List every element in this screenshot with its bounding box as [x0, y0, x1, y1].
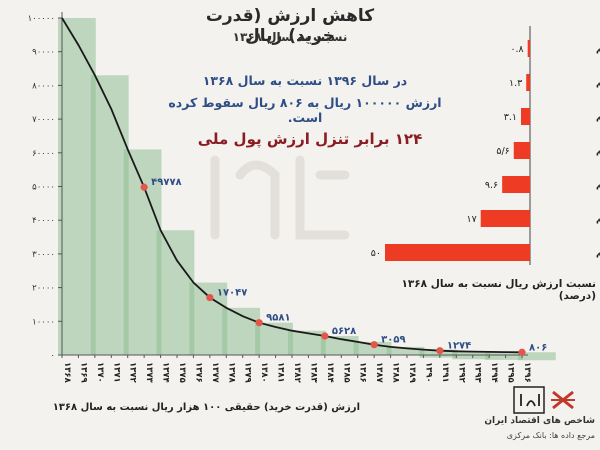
x-tick-label: ۱۳۷۵ [177, 362, 187, 383]
x-tick-label: ۱۳۷۱ [111, 362, 121, 383]
bar-value-label: ۵۰ [371, 248, 381, 259]
bar-category-label: دولت یازدهم [596, 45, 600, 55]
data-point [140, 183, 148, 191]
y-tick-label: ۰ [50, 351, 55, 361]
data-point [518, 348, 526, 356]
bar-category-label: دولت دهم [596, 79, 600, 89]
x-tick-label: ۱۳۹۶ [522, 362, 532, 383]
y-tick-label: ۶۰۰۰۰ [32, 149, 55, 159]
line-chart: ۰ ۱۰۰۰۰ ۲۰۰۰۰ ۳۰۰۰۰ ۴۰۰۰۰ ۵۰۰۰۰ ۶۰۰۰۰ ۷۰۰۰۰ ۸۰۰۰… [28, 12, 556, 384]
x-tick-label: ۱۳۷۷ [210, 362, 220, 384]
x-tick-label: ۱۳۷۳ [144, 362, 154, 384]
x-tick-label: ۱۳۷۰ [95, 362, 105, 383]
bar-category-label: دولت ششم [596, 215, 600, 225]
x-tick-label: ۱۳۷۶ [193, 362, 203, 383]
y-tick-label: ۱۰۰۰۰۰ [28, 14, 55, 24]
x-tick-label: ۱۳۹۲ [456, 362, 466, 384]
banknote-strip [156, 230, 195, 355]
bar-category-label: دولت هشتم [596, 147, 600, 157]
x-tick-label: ۱۳۸۱ [276, 362, 286, 383]
data-point [206, 293, 214, 302]
data-label: ۹۵۸۱ [266, 313, 290, 324]
brand-logo-icon [513, 386, 575, 414]
bar [480, 210, 530, 227]
bar-value-label: ۰.۸ [510, 44, 523, 55]
annotation-line-2: ارزش ۱۰۰۰۰۰ ریال به ۸۰۶ ریال سقوط کرده ا… [168, 95, 442, 125]
banknote-stack [58, 18, 556, 361]
series-line [61, 17, 523, 354]
data-label: ۴۹۷۷۸ [151, 177, 182, 188]
banknote-strip [518, 352, 556, 361]
brand-name: شاخص های اقتصاد ایران [484, 416, 595, 426]
x-tick-label: ۱۳۸۹ [407, 362, 417, 384]
x-tick-label: ۱۳۸۷ [374, 362, 384, 384]
x-tick-label: ۱۳۸۶ [358, 362, 368, 383]
annotation-line-1: در سال ۱۳۹۶ نسبت به سال ۱۳۶۸ [202, 73, 408, 88]
x-tick-label: ۱۳۷۹ [243, 362, 253, 384]
data-label: ۱۷۰۴۷ [217, 288, 248, 299]
bar-value-label: ۵/۶ [496, 146, 509, 157]
banknote-strip [58, 18, 96, 355]
x-tick-label: ۱۳۷۴ [161, 362, 171, 383]
bar-value-label: ۹.۶ [485, 180, 498, 191]
banknote-strip [255, 322, 293, 355]
x-tick-label: ۱۳۹۵ [506, 362, 516, 383]
chart-title: کاهش ارزش (قدرت خرید) ریال [205, 6, 375, 46]
data-point [255, 319, 263, 327]
bar-chart: دولت یازدهم ۰.۸ دولت دهم ۱.۳ دولت نهم ۳.۱ دولت… [371, 26, 600, 265]
banknote-strip [485, 351, 523, 360]
x-tick-label: ۱۳۸۲ [292, 362, 302, 384]
y-tick-label: ۷۰۰۰۰ [32, 115, 55, 125]
bar-category-label: دولت هفتم [596, 181, 600, 191]
data-point [370, 341, 378, 349]
x-tick-label: ۱۳۹۴ [489, 362, 499, 383]
y-tick-label: ۵۰۰۰۰ [32, 183, 55, 193]
bar [521, 108, 530, 125]
x-tick-label: ۱۳۹۰ [423, 362, 433, 383]
data-label: ۸۰۶ [529, 342, 547, 353]
data-source: مرجع داده ها: بانک مرکزی [506, 431, 595, 440]
y-tick-label: ۱۰۰۰۰ [32, 317, 55, 327]
data-label: ۵۶۲۸ [332, 326, 356, 337]
x-tick-label: ۱۳۶۹ [78, 362, 88, 384]
banknote-strip [90, 75, 129, 355]
bar [527, 40, 530, 57]
data-point [321, 332, 329, 340]
bar-category-label: دولت پنجم [596, 249, 600, 259]
y-tick-label: ۳۰۰۰۰ [32, 250, 55, 260]
bar [502, 176, 530, 193]
y-tick-label: ۸۰۰۰۰ [32, 81, 55, 91]
x-tick-label: ۱۳۷۸ [226, 362, 236, 384]
x-tick-label: ۱۳۶۸ [62, 362, 72, 384]
y-tick-label: ۴۰۰۰۰ [32, 216, 55, 226]
bar-value-label: ۳.۱ [504, 112, 517, 123]
x-tick-label: ۱۳۸۳ [308, 362, 318, 384]
x-tick-label: ۱۳۷۲ [128, 362, 138, 384]
watermark-logo [210, 155, 350, 240]
x-tick-label: ۱۳۸۴ [325, 362, 335, 383]
x-tick-label: ۱۳۸۵ [341, 362, 351, 383]
x-tick-label: ۱۳۸۸ [391, 362, 401, 384]
x-tick-label: ۱۳۹۱ [440, 362, 450, 383]
bar [526, 74, 530, 91]
bar-chart-title: نسبت ارزش ریال نسبت به سال ۱۳۶۸ (درصد) [401, 278, 596, 302]
chart-subtitle: نسبت به سال ۱۳۶۸ [232, 30, 348, 44]
bar [385, 244, 530, 261]
banknote-strip [386, 346, 425, 355]
bar [513, 142, 530, 159]
data-label: ۱۲۷۴ [447, 341, 471, 352]
x-axis-title: ارزش (قدرت خرید) حقیقی ۱۰۰ هزار ریال نسب… [52, 402, 360, 413]
bar-value-label: ۱۷ [466, 214, 476, 225]
x-tick-label: ۱۳۹۳ [473, 362, 483, 384]
data-point [436, 347, 444, 355]
bar-value-label: ۱.۳ [509, 78, 522, 89]
y-tick-label: ۲۰۰۰۰ [32, 284, 55, 294]
x-tick-label: ۱۳۸۰ [259, 362, 269, 383]
bar-category-label: دولت نهم [596, 113, 600, 123]
y-tick-label: ۹۰۰۰۰ [32, 48, 55, 58]
annotation-line-3: ۱۲۴ برابر تنزل ارزش پول ملی [197, 130, 423, 148]
data-label: ۳۰۵۹ [381, 335, 405, 346]
